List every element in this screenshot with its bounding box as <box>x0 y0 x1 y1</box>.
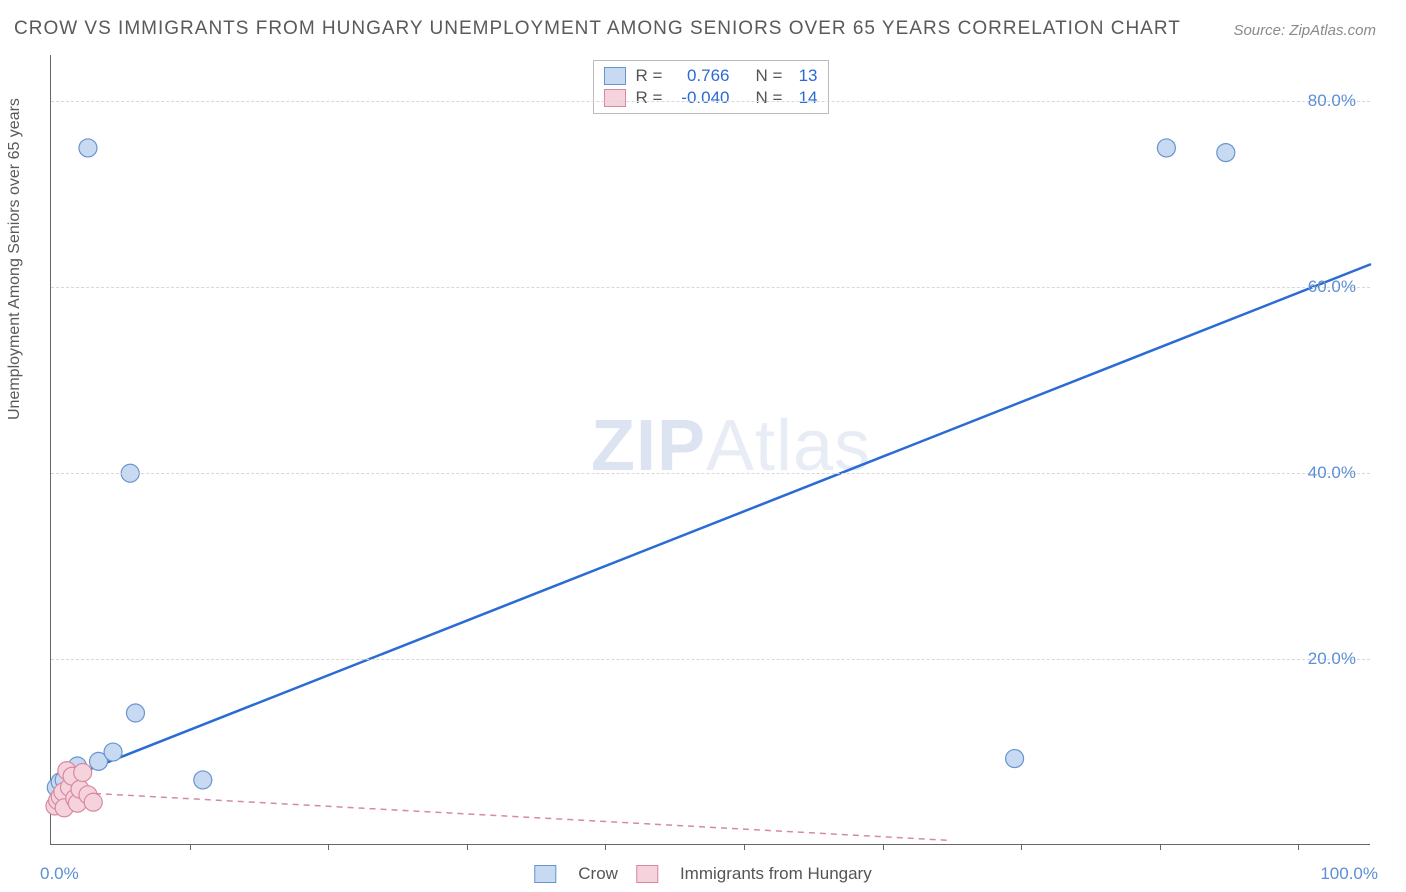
swatch-hungary <box>636 865 658 883</box>
data-point <box>74 764 92 782</box>
gridline <box>51 659 1370 660</box>
trend-line <box>51 791 949 840</box>
gridline <box>51 473 1370 474</box>
y-axis-label: Unemployment Among Seniors over 65 years <box>6 98 24 420</box>
data-point <box>126 704 144 722</box>
x-tick <box>190 844 191 850</box>
swatch-crow <box>534 865 556 883</box>
x-tick <box>328 844 329 850</box>
data-point <box>84 793 102 811</box>
y-tick-label: 80.0% <box>1308 91 1356 111</box>
series-legend: Crow Immigrants from Hungary <box>534 864 871 884</box>
x-tick <box>467 844 468 850</box>
y-tick-label: 40.0% <box>1308 463 1356 483</box>
data-point <box>79 139 97 157</box>
scatter-chart <box>51 55 1370 844</box>
data-point <box>1157 139 1175 157</box>
x-axis-max-label: 100.0% <box>1320 864 1378 884</box>
data-point <box>1006 750 1024 768</box>
x-tick <box>883 844 884 850</box>
legend-label-crow: Crow <box>578 864 618 884</box>
source-attribution: Source: ZipAtlas.com <box>1233 22 1376 39</box>
x-tick <box>744 844 745 850</box>
x-tick <box>1021 844 1022 850</box>
data-point <box>194 771 212 789</box>
trend-line <box>51 264 1371 784</box>
gridline <box>51 287 1370 288</box>
data-point <box>104 743 122 761</box>
x-tick <box>605 844 606 850</box>
plot-area: R = 0.766 N = 13 R = -0.040 N = 14 ZIPAt… <box>50 55 1370 845</box>
chart-title: CROW VS IMMIGRANTS FROM HUNGARY UNEMPLOY… <box>14 18 1181 40</box>
y-tick-label: 20.0% <box>1308 649 1356 669</box>
y-tick-label: 60.0% <box>1308 277 1356 297</box>
x-tick <box>1160 844 1161 850</box>
x-tick <box>1298 844 1299 850</box>
gridline <box>51 101 1370 102</box>
legend-label-hungary: Immigrants from Hungary <box>680 864 872 884</box>
x-axis-min-label: 0.0% <box>40 864 79 884</box>
data-point <box>1217 144 1235 162</box>
